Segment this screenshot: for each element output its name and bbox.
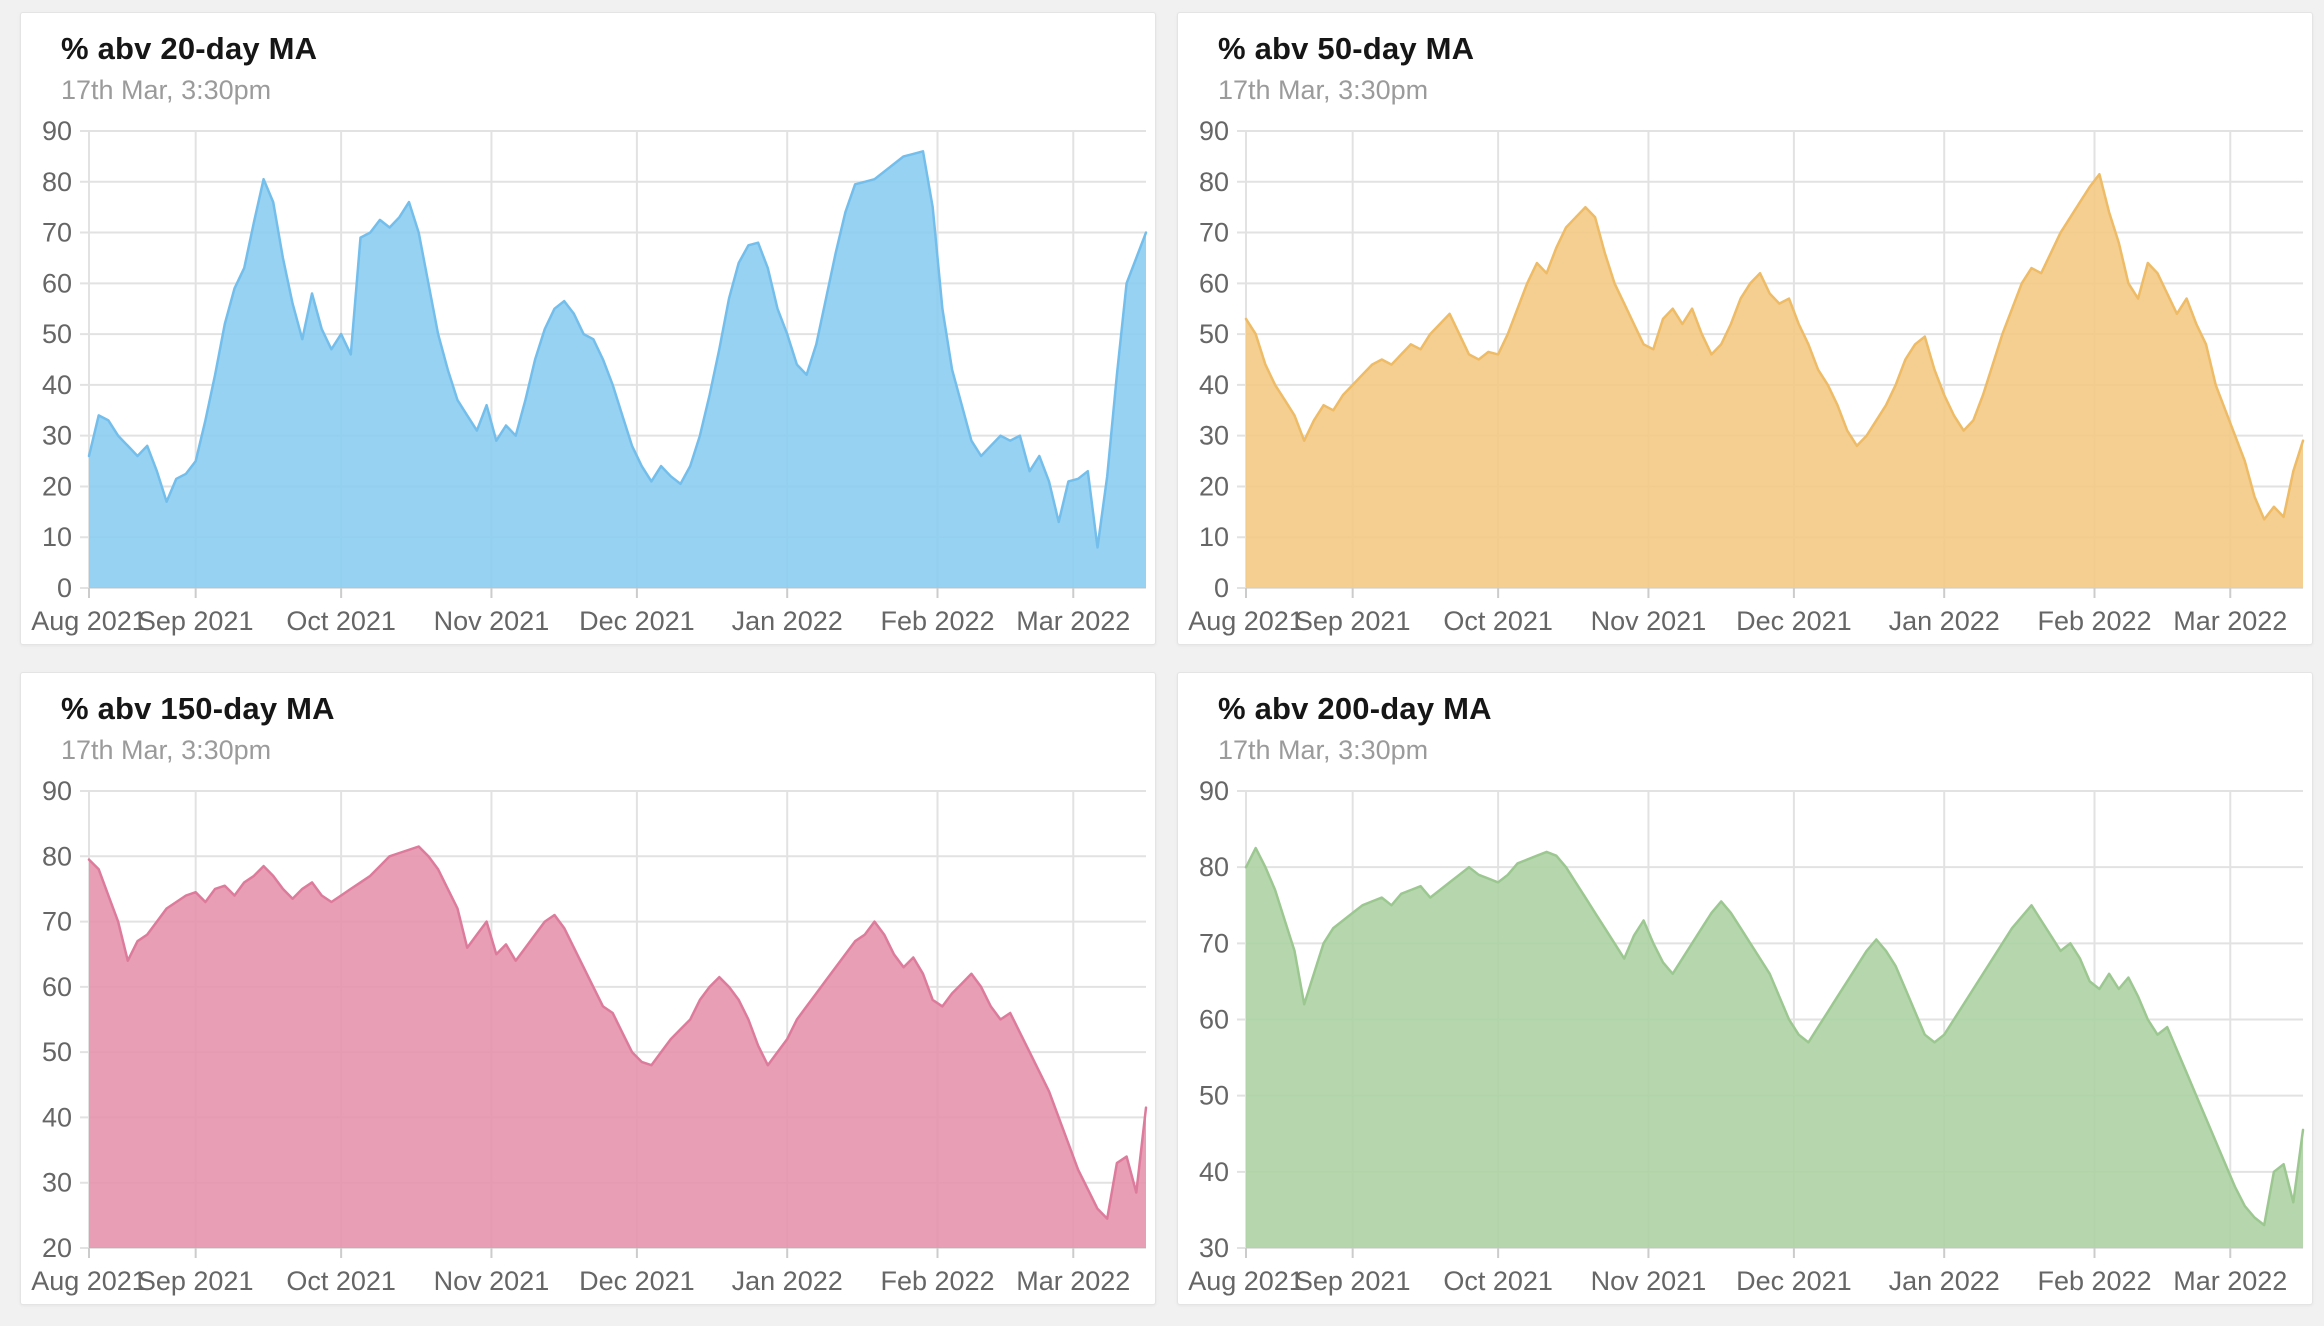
chart-subtitle: 17th Mar, 3:30pm [61,735,272,765]
svg-text:90: 90 [1199,776,1229,806]
svg-text:60: 60 [42,972,72,1002]
chart-subtitle: 17th Mar, 3:30pm [61,75,272,105]
chart-title: % abv 150-day MA [61,691,335,726]
svg-text:30: 30 [1199,1233,1229,1263]
svg-text:30: 30 [1199,421,1229,451]
svg-text:Feb 2022: Feb 2022 [880,606,994,636]
svg-text:20: 20 [1199,471,1229,501]
chart-subtitle: 17th Mar, 3:30pm [1218,75,1429,105]
chart-card-20day-ma: 0 10 20 30 40 50 60 70 80 90 Aug 2021 Sep 2021 Oct 2… [20,12,1156,645]
svg-text:50: 50 [1199,1081,1229,1111]
svg-text:0: 0 [1214,573,1229,603]
svg-text:70: 70 [1199,218,1229,248]
svg-text:Dec 2021: Dec 2021 [1736,606,1852,636]
svg-text:80: 80 [42,167,72,197]
svg-text:20: 20 [42,1233,72,1263]
chart-title: % abv 200-day MA [1218,691,1492,726]
svg-text:60: 60 [42,268,72,298]
chart-title: % abv 50-day MA [1218,31,1475,66]
svg-text:50: 50 [42,1037,72,1067]
svg-text:Dec 2021: Dec 2021 [579,1266,695,1296]
svg-text:Jan 2022: Jan 2022 [732,1266,843,1296]
svg-text:Dec 2021: Dec 2021 [579,606,695,636]
svg-text:Dec 2021: Dec 2021 [1736,1266,1852,1296]
svg-text:40: 40 [1199,1157,1229,1187]
svg-text:90: 90 [42,116,72,146]
svg-text:Jan 2022: Jan 2022 [1889,606,2000,636]
svg-text:Nov 2021: Nov 2021 [434,606,550,636]
svg-text:Oct 2021: Oct 2021 [286,1266,396,1296]
svg-text:Mar 2022: Mar 2022 [2173,606,2287,636]
svg-text:40: 40 [42,370,72,400]
svg-text:Sep 2021: Sep 2021 [1295,1266,1411,1296]
svg-text:90: 90 [42,776,72,806]
svg-text:30: 30 [42,1168,72,1198]
chart-card-50day-ma: 0 10 20 30 40 50 60 70 80 90 Aug 2021 Sep 2021 Oct 2… [1177,12,2313,645]
svg-text:Aug 2021: Aug 2021 [1188,606,1304,636]
svg-text:80: 80 [1199,167,1229,197]
svg-text:Oct 2021: Oct 2021 [286,606,396,636]
svg-text:90: 90 [1199,116,1229,146]
svg-text:70: 70 [1199,928,1229,958]
svg-text:30: 30 [42,421,72,451]
svg-text:10: 10 [42,522,72,552]
svg-text:Nov 2021: Nov 2021 [1591,606,1707,636]
svg-text:Feb 2022: Feb 2022 [880,1266,994,1296]
svg-text:40: 40 [1199,370,1229,400]
svg-text:20: 20 [42,471,72,501]
svg-text:Feb 2022: Feb 2022 [2037,1266,2151,1296]
svg-text:60: 60 [1199,1005,1229,1035]
svg-text:80: 80 [42,841,72,871]
svg-text:Aug 2021: Aug 2021 [31,1266,147,1296]
svg-text:Sep 2021: Sep 2021 [138,606,254,636]
chart-title: % abv 20-day MA [61,31,318,66]
chart-card-150day-ma: 20 30 40 50 60 70 80 90 Aug 2021 Sep 2021 Oct 2021… [20,672,1156,1305]
svg-text:Mar 2022: Mar 2022 [2173,1266,2287,1296]
svg-text:Sep 2021: Sep 2021 [138,1266,254,1296]
svg-text:Sep 2021: Sep 2021 [1295,606,1411,636]
svg-text:Jan 2022: Jan 2022 [1889,1266,2000,1296]
svg-text:Oct 2021: Oct 2021 [1443,1266,1553,1296]
svg-text:Mar 2022: Mar 2022 [1016,1266,1130,1296]
svg-text:Mar 2022: Mar 2022 [1016,606,1130,636]
svg-text:50: 50 [1199,319,1229,349]
svg-text:0: 0 [57,573,72,603]
svg-text:Nov 2021: Nov 2021 [434,1266,550,1296]
svg-text:60: 60 [1199,268,1229,298]
svg-text:Feb 2022: Feb 2022 [2037,606,2151,636]
chart-subtitle: 17th Mar, 3:30pm [1218,735,1429,765]
svg-text:Aug 2021: Aug 2021 [31,606,147,636]
svg-text:70: 70 [42,907,72,937]
svg-text:50: 50 [42,319,72,349]
svg-text:Jan 2022: Jan 2022 [732,606,843,636]
svg-text:Nov 2021: Nov 2021 [1591,1266,1707,1296]
svg-text:80: 80 [1199,852,1229,882]
svg-text:40: 40 [42,1102,72,1132]
svg-text:10: 10 [1199,522,1229,552]
svg-text:Aug 2021: Aug 2021 [1188,1266,1304,1296]
chart-card-200day-ma: 30 40 50 60 70 80 90 Aug 2021 Sep 2021 Oct 2021 No… [1177,672,2313,1305]
svg-text:Oct 2021: Oct 2021 [1443,606,1553,636]
svg-text:70: 70 [42,218,72,248]
